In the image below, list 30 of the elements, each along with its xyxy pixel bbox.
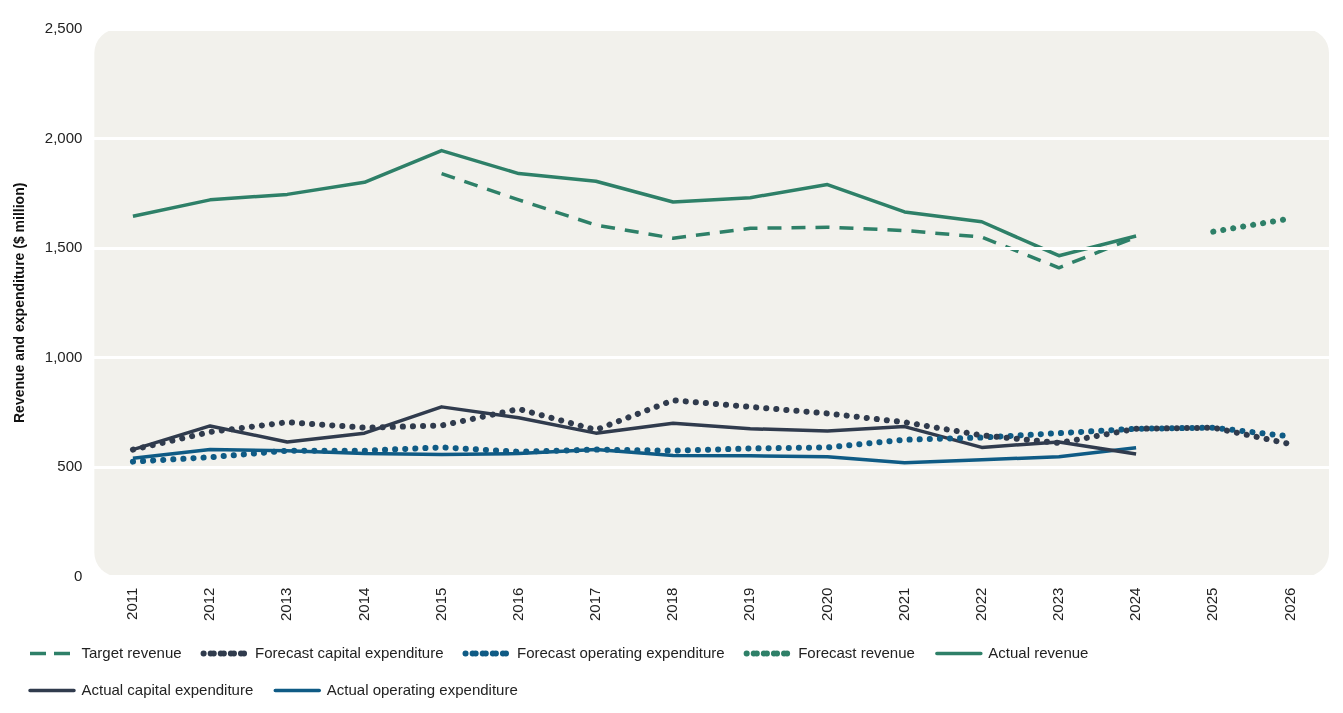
- x-tick-label: 2016: [508, 587, 526, 622]
- x-tick-label: 2023: [1049, 587, 1067, 622]
- legend-label: Actual revenue: [988, 643, 1089, 661]
- x-tick-label: 2011: [123, 587, 141, 620]
- y-axis-title: Revenue and expenditure ($ million): [11, 182, 28, 424]
- y-tick-label: 2,500: [44, 19, 83, 37]
- legend-label: Forecast capital expenditure: [255, 643, 444, 661]
- y-tick-label: 500: [57, 457, 83, 475]
- x-tick-label: 2026: [1280, 587, 1298, 622]
- x-tick-label: 2020: [817, 587, 835, 622]
- y-tick-label: 1,500: [44, 238, 83, 256]
- legend-label: Forecast revenue: [798, 643, 915, 661]
- x-tick-label: 2017: [586, 587, 604, 622]
- legend-label: Target revenue: [81, 643, 182, 661]
- x-tick-label: 2018: [663, 587, 681, 622]
- x-tick-label: 2013: [277, 587, 295, 622]
- x-tick-label: 2015: [431, 587, 449, 622]
- x-tick-label: 2014: [354, 587, 372, 622]
- x-tick-label: 2022: [971, 587, 989, 622]
- x-tick-label: 2025: [1203, 587, 1221, 622]
- legend-label: Forecast operating expenditure: [517, 643, 725, 661]
- legend-label: Actual operating expenditure: [326, 680, 518, 698]
- x-tick-label: 2012: [200, 587, 218, 622]
- x-tick-label: 2024: [1126, 587, 1144, 622]
- x-tick-label: 2021: [894, 587, 912, 622]
- y-tick-label: 0: [73, 566, 83, 584]
- legend-label: Actual capital expenditure: [81, 680, 254, 698]
- x-tick-label: 2019: [740, 587, 758, 622]
- y-tick-label: 1,000: [44, 347, 83, 365]
- y-tick-label: 2,000: [44, 128, 83, 146]
